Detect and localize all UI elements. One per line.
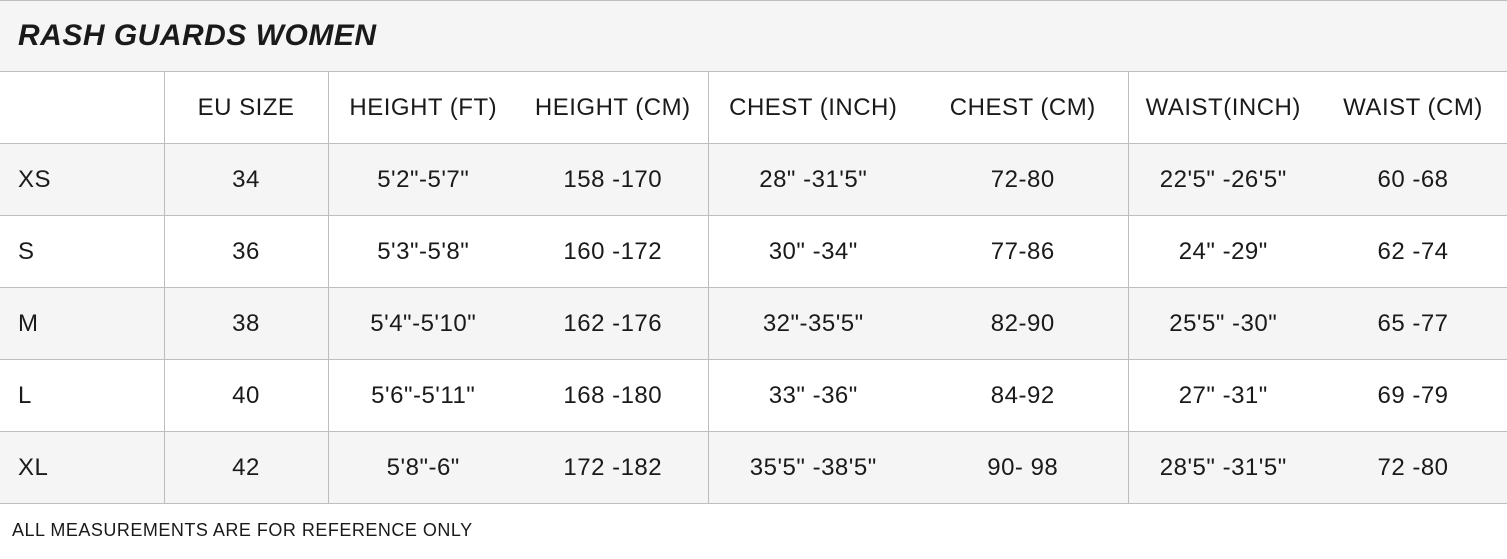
cell-eu: 40 [164, 360, 328, 432]
chart-title: RASH GUARDS WOMEN [0, 0, 1507, 71]
cell-eu: 34 [164, 144, 328, 216]
cell-waist-cm: 72 -80 [1318, 432, 1507, 504]
cell-size: S [0, 216, 164, 288]
cell-height-ft: 5'6"-5'11" [328, 360, 518, 432]
col-header-eu: EU SIZE [164, 72, 328, 144]
cell-size: XS [0, 144, 164, 216]
cell-height-ft: 5'4"-5'10" [328, 288, 518, 360]
cell-chest-cm: 77-86 [918, 216, 1128, 288]
table-row: S365'3"-5'8"160 -17230" -34"77-8624" -29… [0, 216, 1507, 288]
cell-chest-in: 30" -34" [708, 216, 918, 288]
cell-waist-in: 24" -29" [1128, 216, 1318, 288]
cell-height-cm: 172 -182 [518, 432, 708, 504]
cell-chest-cm: 84-92 [918, 360, 1128, 432]
cell-chest-cm: 72-80 [918, 144, 1128, 216]
cell-height-ft: 5'8"-6" [328, 432, 518, 504]
cell-waist-cm: 60 -68 [1318, 144, 1507, 216]
col-header-waist-in: WAIST(INCH) [1128, 72, 1318, 144]
cell-height-cm: 158 -170 [518, 144, 708, 216]
table-row: XL425'8"-6"172 -18235'5" -38'5"90- 9828'… [0, 432, 1507, 504]
cell-size: L [0, 360, 164, 432]
col-header-size [0, 72, 164, 144]
cell-height-cm: 168 -180 [518, 360, 708, 432]
footnote: ALL MEASUREMENTS ARE FOR REFERENCE ONLY [0, 504, 1507, 559]
col-header-height-ft: HEIGHT (FT) [328, 72, 518, 144]
cell-eu: 42 [164, 432, 328, 504]
cell-waist-in: 25'5" -30" [1128, 288, 1318, 360]
cell-waist-in: 28'5" -31'5" [1128, 432, 1318, 504]
cell-chest-in: 35'5" -38'5" [708, 432, 918, 504]
table-header-row: EU SIZE HEIGHT (FT) HEIGHT (CM) CHEST (I… [0, 72, 1507, 144]
cell-eu: 38 [164, 288, 328, 360]
cell-waist-in: 27" -31" [1128, 360, 1318, 432]
cell-eu: 36 [164, 216, 328, 288]
cell-chest-in: 32"-35'5" [708, 288, 918, 360]
cell-size: XL [0, 432, 164, 504]
table-row: M385'4"-5'10"162 -17632"-35'5"82-9025'5"… [0, 288, 1507, 360]
cell-height-ft: 5'3"-5'8" [328, 216, 518, 288]
col-header-waist-cm: WAIST (CM) [1318, 72, 1507, 144]
cell-chest-cm: 90- 98 [918, 432, 1128, 504]
cell-waist-in: 22'5" -26'5" [1128, 144, 1318, 216]
size-chart: RASH GUARDS WOMEN EU SIZE HEIGHT (FT) HE… [0, 0, 1507, 559]
col-header-chest-in: CHEST (INCH) [708, 72, 918, 144]
cell-waist-cm: 69 -79 [1318, 360, 1507, 432]
cell-height-ft: 5'2"-5'7" [328, 144, 518, 216]
col-header-chest-cm: CHEST (CM) [918, 72, 1128, 144]
table-row: L405'6"-5'11"168 -18033" -36"84-9227" -3… [0, 360, 1507, 432]
cell-height-cm: 162 -176 [518, 288, 708, 360]
cell-waist-cm: 62 -74 [1318, 216, 1507, 288]
cell-chest-in: 28" -31'5" [708, 144, 918, 216]
cell-size: M [0, 288, 164, 360]
col-header-height-cm: HEIGHT (CM) [518, 72, 708, 144]
cell-chest-in: 33" -36" [708, 360, 918, 432]
cell-chest-cm: 82-90 [918, 288, 1128, 360]
cell-height-cm: 160 -172 [518, 216, 708, 288]
table-row: XS345'2"-5'7"158 -17028" -31'5"72-8022'5… [0, 144, 1507, 216]
size-table: EU SIZE HEIGHT (FT) HEIGHT (CM) CHEST (I… [0, 71, 1507, 504]
cell-waist-cm: 65 -77 [1318, 288, 1507, 360]
